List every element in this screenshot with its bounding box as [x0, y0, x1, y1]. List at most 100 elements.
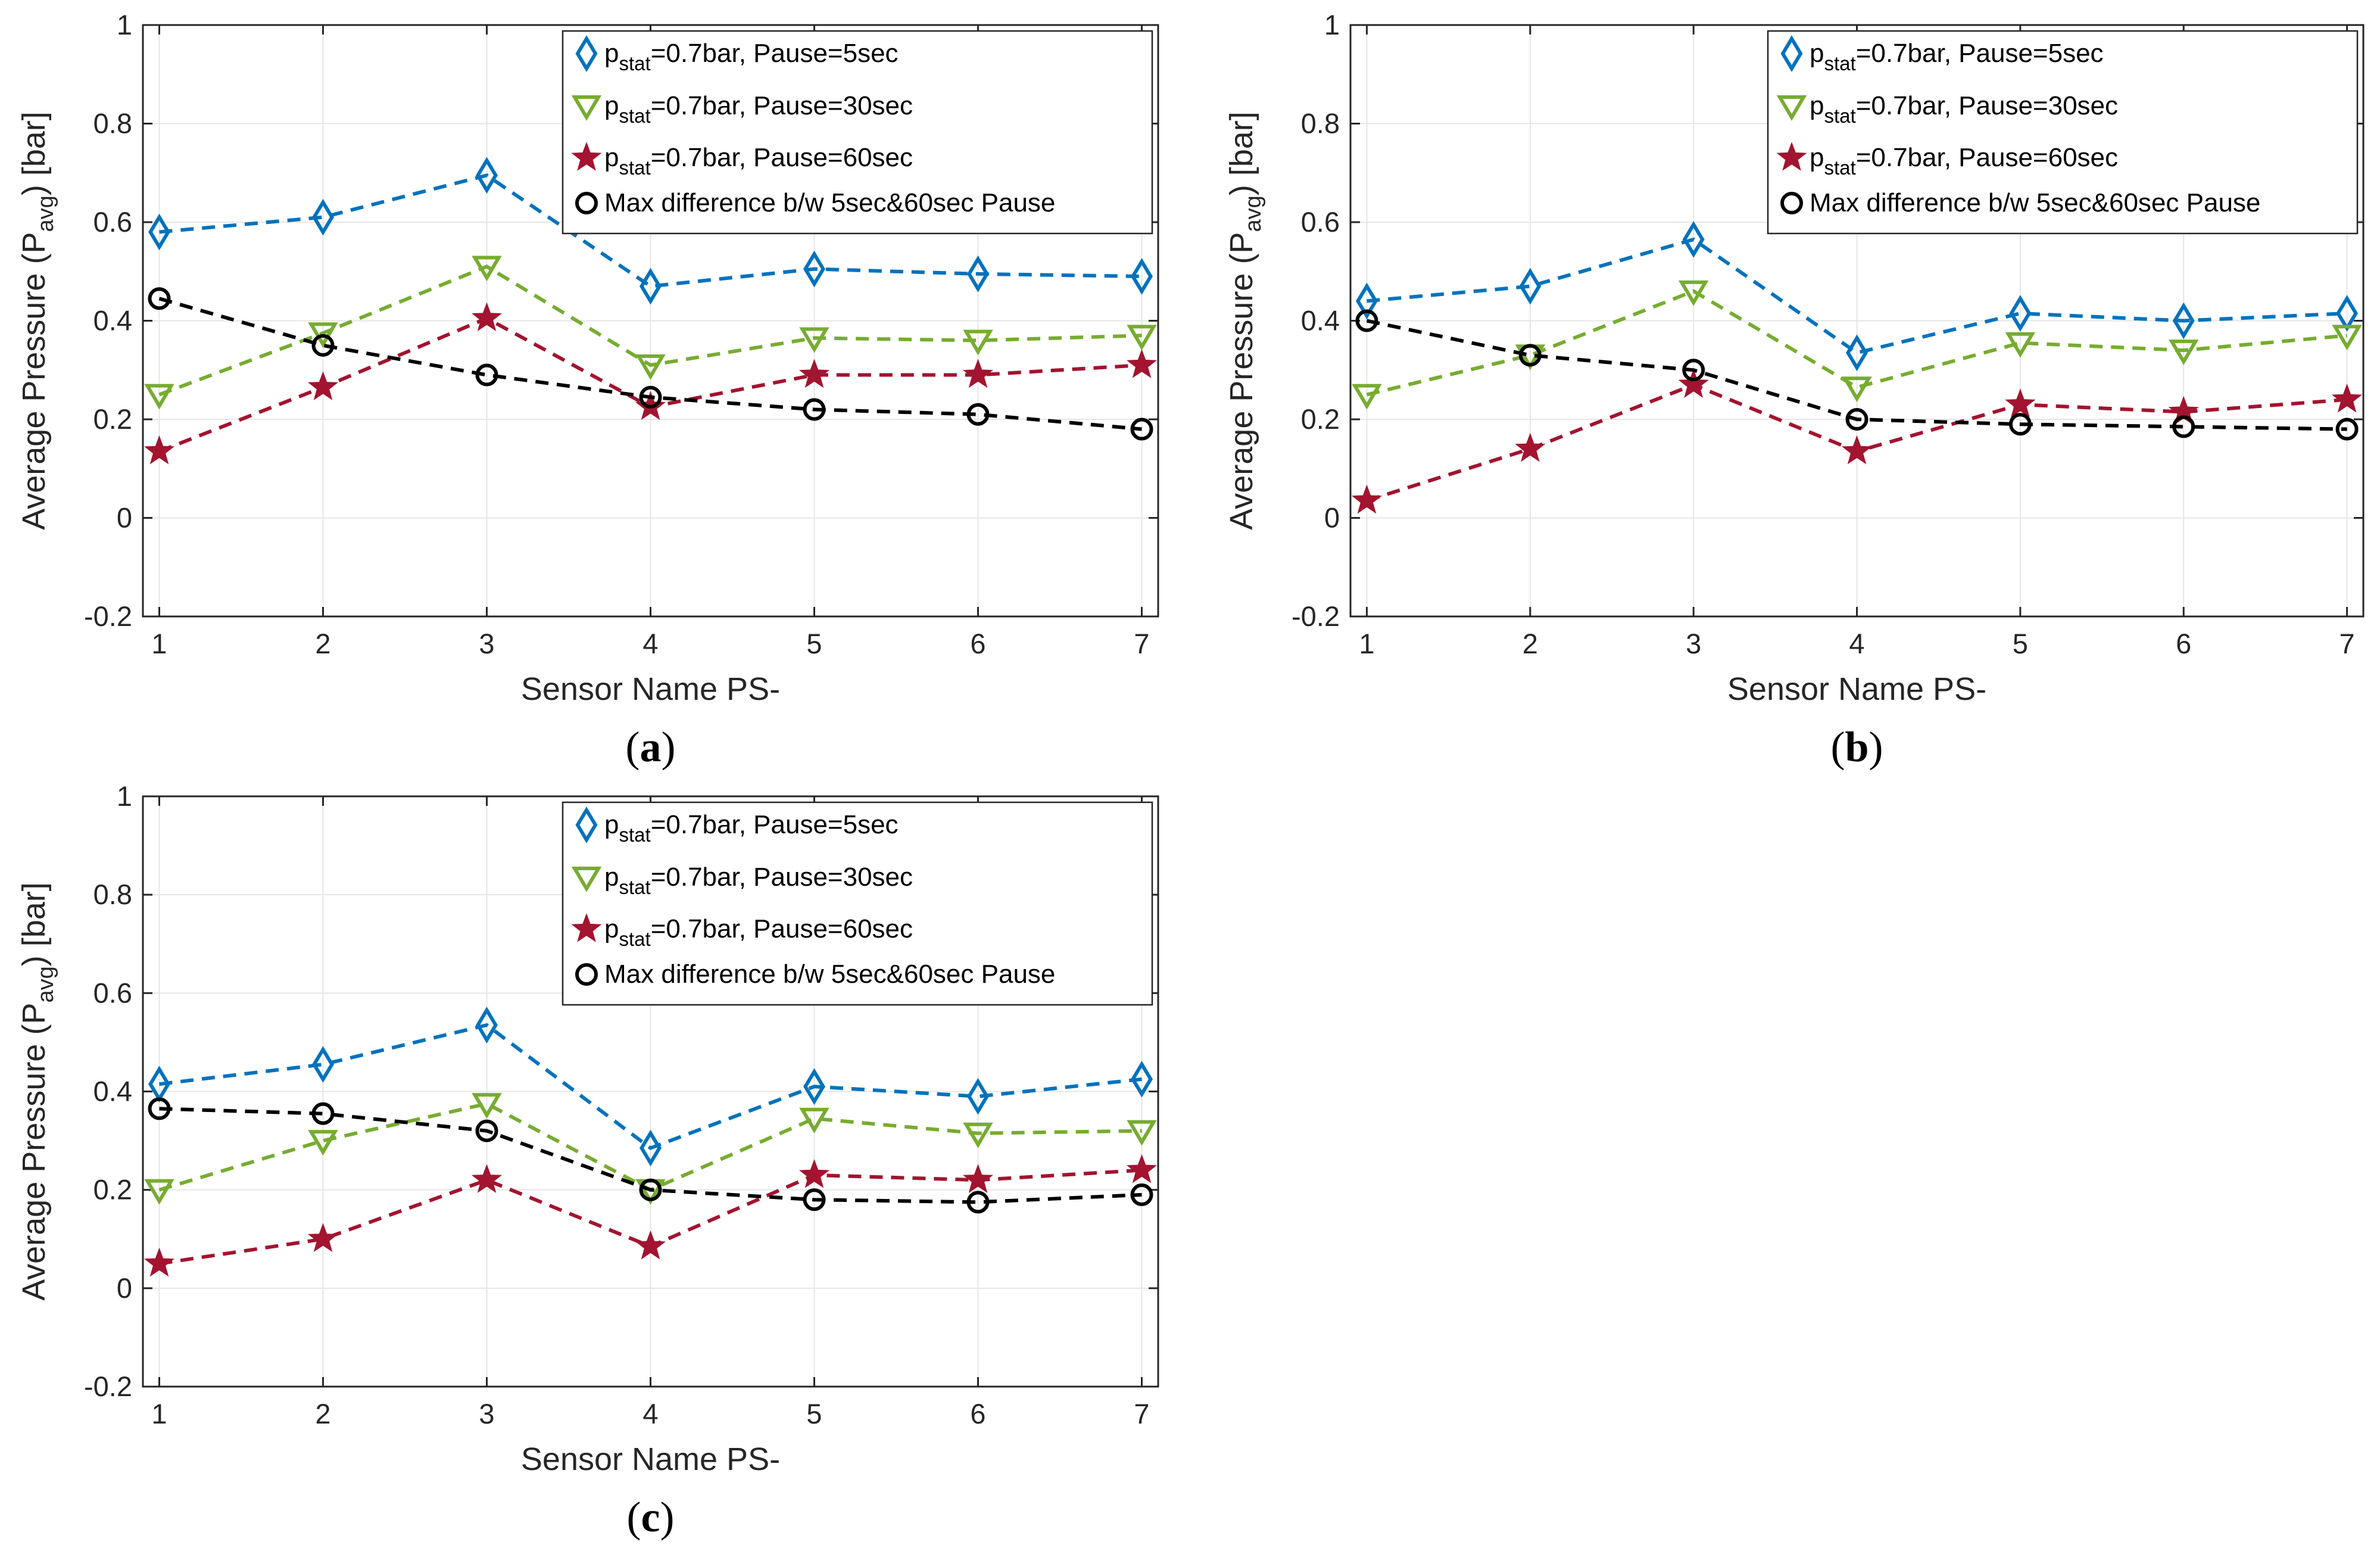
data-point-series-4 [148, 1097, 171, 1120]
y-axis-label-sub: avg [1241, 195, 1266, 232]
series-line-4 [159, 1107, 1142, 1204]
data-point-series-2 [308, 322, 338, 348]
data-point-series-1 [1682, 221, 1705, 258]
x-tick-label: 1 [1359, 628, 1374, 659]
x-tick-label: 7 [1134, 1398, 1149, 1429]
y-tick-label: 1 [117, 9, 132, 41]
data-point-series-4 [1518, 344, 1542, 367]
x-tick-label: 5 [806, 1398, 822, 1429]
y-tick-label: 0 [1324, 502, 1340, 534]
data-point-series-1 [967, 256, 989, 292]
data-point-series-2 [472, 1093, 502, 1119]
data-point-series-1 [1846, 334, 1868, 372]
data-point-series-4 [475, 363, 498, 387]
legend-box [1767, 30, 2359, 235]
data-point-series-3 [2331, 384, 2363, 413]
data-point-series-1 [1131, 1061, 1153, 1098]
y-tick-label: 0.8 [93, 108, 132, 139]
data-point-series-3 [1126, 349, 1158, 378]
legend-label-sub: stat [619, 157, 650, 179]
x-tick-label: 3 [479, 628, 494, 659]
chart-panel-c: -0.2 0 0.2 0.4 0.6 0.8 1 1 2 3 4 5 6 7 Sensor Name PS-… [16, 780, 1159, 1541]
legend-marker-4 [575, 192, 598, 214]
series-line-4 [1366, 319, 2347, 431]
data-point-series-2 [1842, 376, 1872, 403]
data-point-series-4 [148, 287, 171, 310]
data-point-series-3 [798, 359, 830, 388]
data-point-series-2 [963, 1122, 993, 1148]
legend-label-text: Max difference b/w 5sec&60sec Pause [604, 960, 1055, 989]
legend-marker-4 [1780, 192, 1803, 214]
data-point-series-2 [2168, 340, 2199, 366]
y-axis-label-end: ) [bar] [1224, 111, 1259, 195]
data-point-series-3 [144, 435, 175, 465]
legend-label-post: =0.7bar, Pause=5sec [1856, 39, 2104, 68]
x-tick-label: 4 [642, 628, 658, 659]
y-axis-label-main: Average Pressure (P [16, 1003, 52, 1301]
legend-marker-1 [1780, 35, 1803, 72]
y-axis-label: Average Pressure (Pavg) [bar] [16, 882, 58, 1301]
caption-close-paren: ) [1869, 723, 1883, 771]
x-tick-label: 5 [2013, 628, 2028, 659]
y-tick-label: 0.2 [1301, 403, 1340, 435]
legend-marker-2 [571, 867, 602, 892]
data-point-series-2 [1678, 280, 1709, 306]
data-point-series-3 [144, 1247, 175, 1277]
legend-marker-2 [571, 95, 602, 121]
legend-label-1: pstat=0.7bar, Pause=5sec [604, 810, 899, 846]
y-tick-label: 0.4 [93, 1076, 132, 1107]
legend-label-text: p [604, 862, 619, 892]
data-point-series-3 [471, 1164, 503, 1193]
legend-marker-3 [571, 142, 602, 171]
caption-letter: c [641, 1493, 660, 1541]
legend-label-sub: stat [1824, 105, 1855, 127]
data-point-series-4 [639, 385, 662, 409]
data-point-series-2 [799, 327, 829, 353]
data-point-series-3 [1351, 484, 1383, 514]
legend-label-post: =0.7bar, Pause=60sec [1856, 143, 2118, 172]
x-tick-label: 5 [806, 628, 822, 659]
x-tick-label: 6 [2176, 628, 2191, 659]
legend-label-4: Max difference b/w 5sec&60sec Pause [604, 188, 1055, 217]
data-point-series-3 [962, 359, 994, 388]
data-point-series-4 [1355, 309, 1378, 332]
data-point-series-2 [1352, 384, 1382, 410]
legend-label-post: =0.7bar, Pause=30sec [1856, 91, 2118, 120]
data-point-series-2 [1127, 325, 1157, 351]
data-point-series-2 [144, 384, 174, 410]
y-tick-label: 0.4 [93, 305, 132, 337]
y-axis-label: Average Pressure (Pavg) [bar] [1224, 111, 1266, 530]
data-point-series-2 [2332, 325, 2362, 351]
data-point-series-2 [1127, 1120, 1157, 1146]
data-point-series-2 [2005, 332, 2036, 358]
data-point-series-1 [2172, 302, 2195, 340]
x-tick-label: 7 [2339, 628, 2354, 659]
y-tick-label: 0.6 [93, 206, 132, 238]
legend-label-post: =0.7bar, Pause=60sec [651, 143, 913, 172]
legend-label-sub: stat [619, 105, 650, 127]
legend-label-3: pstat=0.7bar, Pause=60sec [604, 143, 913, 179]
legend-label-text: p [1810, 39, 1824, 68]
legend-label-text: p [604, 91, 619, 120]
data-point-series-2 [799, 1107, 829, 1133]
data-point-series-4 [1130, 1183, 1153, 1206]
chart-panel-b: -0.2 0 0.2 0.4 0.6 0.8 1 1 2 3 4 5 6 7 Sensor Name PS-… [1224, 9, 2365, 771]
x-tick-label: 7 [1134, 628, 1149, 659]
series-line-4 [158, 297, 1142, 431]
y-axis-label: Average Pressure (Pavg) [bar] [16, 111, 58, 530]
x-axis-label: Sensor Name PS- [521, 671, 780, 707]
legend-label-4: Max difference b/w 5sec&60sec Pause [1810, 188, 2260, 217]
data-point-series-3 [798, 1159, 830, 1188]
legend-label-text: p [1810, 91, 1824, 120]
legend-box [562, 801, 1153, 1006]
legend-marker-3 [1776, 142, 1807, 171]
data-point-series-4 [311, 1102, 335, 1125]
data-point-series-1 [1355, 282, 1378, 320]
y-axis-label-main: Average Pressure (P [16, 232, 52, 530]
legend-label-post: =0.7bar, Pause=30sec [651, 862, 913, 892]
caption-close-paren: ) [660, 1493, 674, 1541]
y-tick-label: -0.2 [84, 600, 132, 632]
legend-label-1: pstat=0.7bar, Pause=5sec [604, 39, 899, 74]
data-point-series-4 [966, 1191, 990, 1214]
caption-letter: a [640, 723, 662, 771]
